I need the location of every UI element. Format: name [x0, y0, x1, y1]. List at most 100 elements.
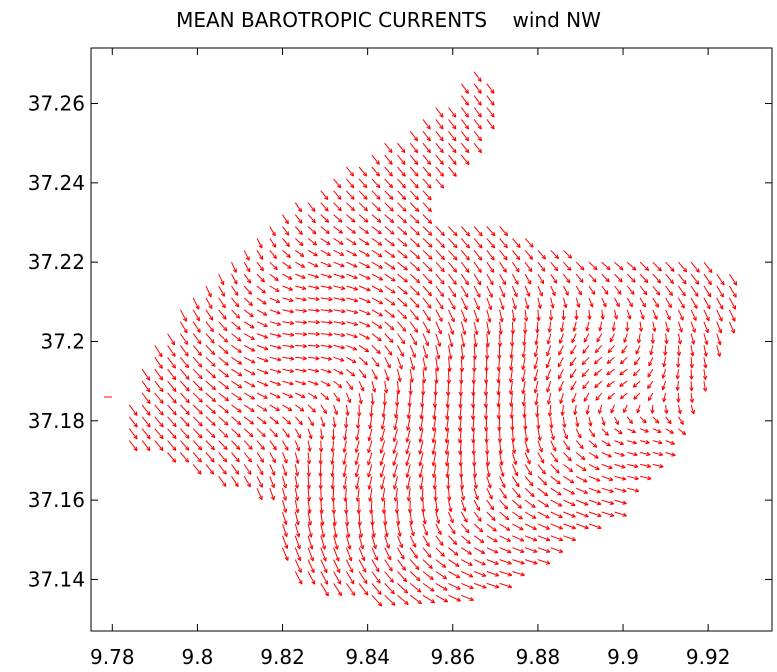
current-arrow [381, 416, 386, 430]
current-arrow-head [414, 317, 419, 321]
current-arrow-head [733, 282, 737, 286]
current-arrow-head [418, 461, 421, 467]
current-arrow [606, 368, 615, 376]
current-arrow [308, 321, 320, 323]
current-arrow-head [454, 148, 457, 153]
current-arrow-head [422, 508, 426, 513]
current-arrow-head [250, 290, 253, 295]
current-arrow-head [597, 515, 602, 518]
current-arrow-head [287, 219, 289, 224]
current-arrow-head [620, 278, 623, 283]
current-arrow-head [560, 327, 562, 332]
current-arrow-head [608, 350, 613, 354]
current-arrow [594, 356, 603, 365]
current-arrow-head [251, 312, 254, 318]
current-arrow-head [376, 220, 382, 223]
current-arrow-head [357, 424, 361, 429]
current-arrow [243, 476, 251, 488]
current-arrow-head [526, 293, 530, 297]
current-arrow-head [442, 184, 445, 189]
current-arrow-head [561, 328, 565, 333]
current-arrow-head [274, 279, 279, 282]
current-arrow [409, 535, 417, 548]
current-arrow-head [533, 388, 536, 394]
current-arrow-head [606, 371, 610, 376]
current-arrow [563, 464, 574, 473]
current-arrow [295, 404, 305, 412]
current-arrow [358, 261, 371, 268]
current-arrow-head [563, 316, 566, 321]
current-arrow-head [530, 495, 535, 498]
current-arrow [358, 380, 365, 392]
current-arrow-head [598, 410, 603, 414]
current-arrow [435, 559, 447, 568]
current-arrow [448, 285, 457, 298]
current-arrow [422, 297, 432, 309]
current-arrow-head [224, 315, 227, 320]
current-arrow-head [222, 317, 227, 320]
current-arrow-head [197, 353, 202, 356]
current-arrow-head [321, 435, 325, 440]
current-arrow [192, 333, 202, 345]
current-arrow [524, 559, 538, 565]
current-arrow-head [417, 219, 420, 224]
current-arrow-head [226, 349, 229, 354]
current-arrow-head [640, 316, 645, 320]
current-arrow [307, 226, 317, 235]
current-arrow-head [161, 434, 164, 439]
current-arrow-head [533, 376, 536, 381]
current-arrow [332, 488, 335, 502]
current-arrow-head [343, 448, 347, 453]
current-arrow-head [366, 229, 369, 234]
current-arrow-head [496, 391, 499, 396]
current-arrow-head [511, 318, 515, 322]
current-arrow-head [503, 305, 505, 310]
current-arrow-head [404, 314, 407, 319]
current-arrow-head [570, 467, 574, 473]
current-arrow-head [531, 255, 534, 260]
current-arrow [677, 321, 683, 333]
current-arrow [561, 321, 564, 332]
current-arrow-head [429, 578, 434, 581]
current-arrow-head [547, 328, 550, 333]
current-arrow-head [497, 354, 500, 359]
current-arrow-head [509, 366, 512, 371]
current-arrow [409, 547, 418, 559]
current-arrow [320, 571, 329, 585]
current-arrow [358, 333, 370, 340]
current-arrow [422, 142, 431, 154]
current-arrow-head [328, 346, 333, 349]
current-arrow [243, 464, 252, 475]
current-arrow-head [377, 339, 382, 342]
current-arrow-head [346, 521, 350, 526]
current-arrow [397, 345, 404, 357]
current-arrow [231, 452, 240, 463]
current-arrow-head [676, 398, 679, 403]
current-arrow-head [691, 363, 694, 368]
current-arrow-head [429, 124, 431, 130]
current-arrow-head [606, 431, 609, 436]
current-arrow-head [481, 538, 485, 543]
current-arrow [256, 404, 268, 412]
current-arrow-head [513, 293, 518, 298]
current-arrow-head [491, 518, 496, 521]
current-arrow-head [689, 375, 693, 380]
current-arrow [320, 237, 331, 245]
current-arrow [345, 511, 348, 526]
current-arrow-head [705, 364, 708, 369]
current-arrow-head [515, 460, 518, 465]
current-arrow [409, 392, 411, 407]
current-arrow-head [584, 478, 588, 483]
current-arrow [282, 440, 289, 451]
current-arrow-head [311, 220, 316, 224]
current-arrow [154, 440, 164, 451]
current-arrow-head [619, 385, 624, 387]
current-arrow-head [378, 206, 381, 212]
current-arrow-head [509, 354, 512, 359]
current-arrow-head [720, 340, 722, 345]
current-arrow-head [393, 462, 397, 466]
current-arrow [627, 487, 639, 492]
current-arrow [652, 309, 658, 320]
current-arrow [282, 214, 289, 225]
current-arrow-head [404, 195, 407, 200]
